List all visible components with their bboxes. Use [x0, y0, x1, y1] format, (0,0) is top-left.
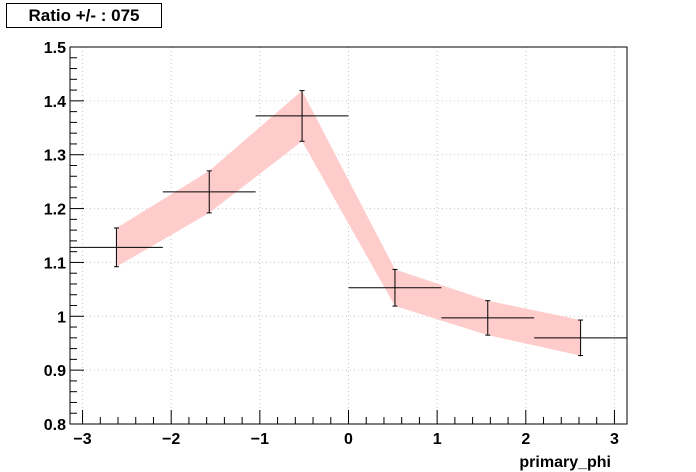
- x-tick-label: −2: [162, 431, 180, 448]
- x-tick-label: 0: [344, 431, 353, 448]
- data-point: [441, 300, 535, 336]
- x-tick-label: −1: [251, 431, 269, 448]
- error-band: [116, 90, 581, 356]
- data-point: [348, 268, 442, 307]
- x-tick-label: −3: [73, 431, 91, 448]
- uncertainty-band: [116, 90, 581, 356]
- y-tick-label: 1: [57, 309, 66, 326]
- y-tick-label: 0.8: [44, 417, 66, 434]
- data-point: [534, 319, 627, 357]
- data-point: [255, 90, 349, 142]
- data-point: [70, 227, 163, 268]
- data-points: [70, 90, 627, 357]
- chart-title: Ratio +/- : 075: [6, 3, 162, 28]
- y-tick-label: 1.4: [44, 94, 66, 111]
- axes: 0.8 0.9 1 1.1 1.2 1.3 1.4 1.5 −3 −2 −1 0 1 2 3: [44, 40, 628, 448]
- x-tick-label: 1: [433, 431, 442, 448]
- x-axis-title: primary_phi: [519, 454, 611, 471]
- x-tick-label: 3: [610, 431, 619, 448]
- y-tick-label: 1.2: [44, 202, 66, 219]
- y-tick-label: 1.3: [44, 148, 66, 165]
- y-tick-label: 1.1: [44, 255, 66, 272]
- x-tick-label: 2: [521, 431, 530, 448]
- data-point: [162, 170, 256, 214]
- y-tick-label: 1.5: [44, 40, 66, 57]
- y-tick-label: 0.9: [44, 363, 66, 380]
